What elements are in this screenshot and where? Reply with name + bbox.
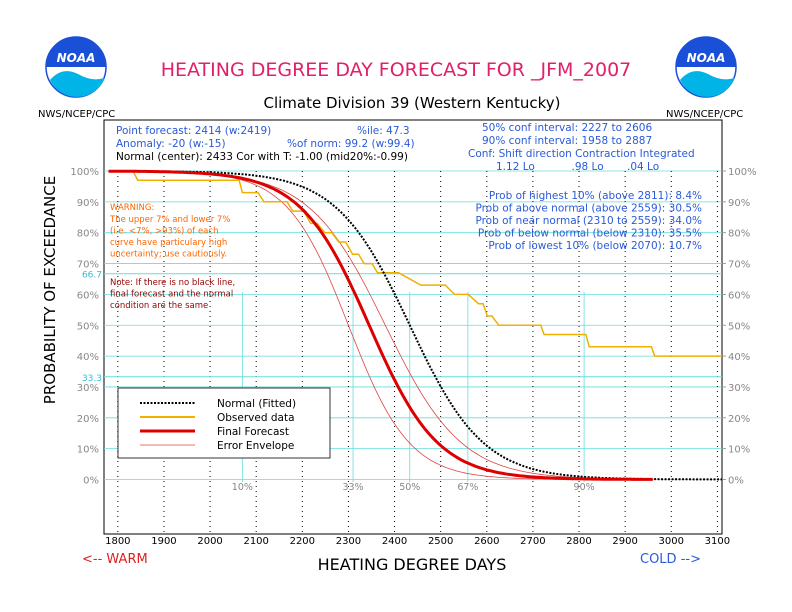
percentile-marker-label: 67% <box>457 482 478 493</box>
y-axis-right: 0% 10% 20% 30% 40% 50% 60% 70% 80% 90% 100% <box>722 167 757 487</box>
y-tick-label-left: 70% <box>77 260 99 271</box>
noaa-logo-text: NOAA <box>57 51 96 65</box>
x-tick-label: 1800 <box>105 536 130 547</box>
percentile-marker-label: 90% <box>574 482 595 493</box>
x-tick-label: 2300 <box>336 536 361 547</box>
probability-line: Prob of near normal (2310 to 2559): 34.0… <box>475 215 702 227</box>
agency-label-right: NWS/NCEP/CPC <box>666 109 743 120</box>
y-tick-label-left: 60% <box>77 290 99 301</box>
x-tick-label: 2800 <box>566 536 591 547</box>
x-tick-label: 2100 <box>243 536 268 547</box>
x-tick-label: 3000 <box>659 536 684 547</box>
cold-label: COLD --> <box>640 552 701 567</box>
noaa-logo-right: NOAA <box>675 36 737 98</box>
conf90-text: 90% conf interval: 1958 to 2887 <box>482 135 652 147</box>
legend-label: Error Envelope <box>217 440 294 452</box>
y-tick-label-left: 10% <box>77 445 99 456</box>
y-tick-label-left: 80% <box>77 229 99 240</box>
x-tick-label: 2600 <box>474 536 499 547</box>
percentile-marker-label: 10% <box>232 482 253 493</box>
y-tick-label-left: 90% <box>77 198 99 209</box>
percent-normal-text: %of norm: 99.2 (w:99.4) <box>287 138 415 150</box>
conf-values-text: 1.12 Lo .98 Lo .04 Lo <box>496 161 659 173</box>
normal-center-text: Normal (center): 2433 Cor with T: -1.00 … <box>116 151 408 163</box>
x-tick-label: 2500 <box>428 536 453 547</box>
y-tick-label-right: 30% <box>728 383 750 394</box>
y-tick-label-right: 0% <box>728 476 744 487</box>
y-axis-title: PROBABILITY OF EXCEEDANCE <box>41 176 59 404</box>
marker-line-label: 33.3 <box>82 374 102 384</box>
y-tick-label-right: 50% <box>728 321 750 332</box>
x-tick-label: 2400 <box>382 536 407 547</box>
warning-block: WARNING: The upper 7% and lower 7% (i.e. <… <box>109 203 230 260</box>
x-axis: 1800 1900 2000 2100 2200 2300 2400 2500 2600 2700… <box>105 536 730 547</box>
series-layer <box>108 169 722 481</box>
y-tick-label-left: 20% <box>77 414 99 425</box>
anomaly-text: Anomaly: -20 (w:-15) <box>116 138 226 150</box>
x-tick-label: 2000 <box>197 536 222 547</box>
chart-subtitle: Climate Division 39 (Western Kentucky) <box>263 94 560 112</box>
grid <box>104 170 722 533</box>
y-tick-label-right: 100% <box>728 167 757 178</box>
warning-line: curve have particulary high <box>110 238 227 248</box>
x-axis-title: HEATING DEGREE DAYS <box>318 555 507 574</box>
y-tick-label-left: 40% <box>77 352 99 363</box>
x-tick-label: 1900 <box>151 536 176 547</box>
chart-legend: Normal (Fitted) Observed data Final Foreca… <box>117 387 331 459</box>
warning-line: (i.e. <7%, >93%) of each <box>110 227 218 237</box>
y-tick-label-left: 30% <box>77 383 99 394</box>
y-tick-label-right: 40% <box>728 352 750 363</box>
y-tick-label-right: 80% <box>728 229 750 240</box>
percentile-marker-label: 33% <box>342 482 363 493</box>
x-tick-label: 3100 <box>705 536 730 547</box>
note-line: final forecast and the normal <box>110 290 233 300</box>
y-tick-label-right: 20% <box>728 414 750 425</box>
conf50-text: 50% conf interval: 2227 to 2606 <box>482 122 652 134</box>
x-tick-label: 2700 <box>520 536 545 547</box>
warm-label: <-- WARM <box>82 552 148 567</box>
conf-header-text: Conf: Shift direction Contraction Integr… <box>468 148 695 160</box>
legend-label: Observed data <box>217 412 295 424</box>
legend-label: Normal (Fitted) <box>217 398 296 410</box>
y-tick-label-right: 90% <box>728 198 750 209</box>
y-tick-label-right: 70% <box>728 260 750 271</box>
note-line: condition are the same <box>110 301 208 311</box>
observed-data-line <box>108 170 722 357</box>
x-tick-label: 2900 <box>612 536 637 547</box>
chart-title: HEATING DEGREE DAY FORECAST FOR _JFM_200… <box>161 59 632 81</box>
point-forecast-text: Point forecast: 2414 (w:2419) <box>116 125 271 137</box>
note-line: Note: If there is no black line, <box>110 278 235 288</box>
percentile-markers: 10% 33% 50% 67% 90% <box>232 292 595 493</box>
noaa-logo-left: NOAA <box>45 36 107 98</box>
probability-line: Prob of below normal (below 2310): 35.5% <box>478 228 702 240</box>
warning-title: WARNING: <box>110 203 154 213</box>
x-tick-label: 2200 <box>290 536 315 547</box>
y-tick-label-right: 60% <box>728 290 750 301</box>
note-block: Note: If there is no black line, final fo… <box>110 278 235 311</box>
percentile-text: %ile: 47.3 <box>357 125 410 137</box>
y-tick-label-left: 100% <box>70 167 99 178</box>
agency-label-left: NWS/NCEP/CPC <box>38 109 115 120</box>
probability-line: Prob of highest 10% (above 2811): 8.4% <box>489 190 702 202</box>
legend-box <box>117 387 331 459</box>
y-tick-label-right: 10% <box>728 445 750 456</box>
probability-block: Prob of highest 10% (above 2811): 8.4%Pr… <box>475 190 702 252</box>
warning-line: uncertainty; use cautiously. <box>110 250 227 260</box>
marker-lines: 66.7 33.3 <box>82 271 722 384</box>
y-tick-label-left: 0% <box>83 476 99 487</box>
marker-line-label: 66.7 <box>82 271 102 281</box>
plot-frame <box>103 119 723 535</box>
noaa-logo-text: NOAA <box>687 51 726 65</box>
warning-line: The upper 7% and lower 7% <box>109 215 230 225</box>
probability-line: Prob of lowest 10% (below 2070): 10.7% <box>488 240 702 252</box>
probability-line: Prob of above normal (above 2559): 30.5% <box>476 203 702 215</box>
final-forecast-line <box>108 169 653 481</box>
legend-label: Final Forecast <box>217 426 289 438</box>
y-axis-left: 0% 10% 20% 30% 40% 50% 60% 70% 80% 90% 100% <box>70 167 99 487</box>
y-tick-label-left: 50% <box>77 321 99 332</box>
percentile-marker-label: 50% <box>399 482 420 493</box>
